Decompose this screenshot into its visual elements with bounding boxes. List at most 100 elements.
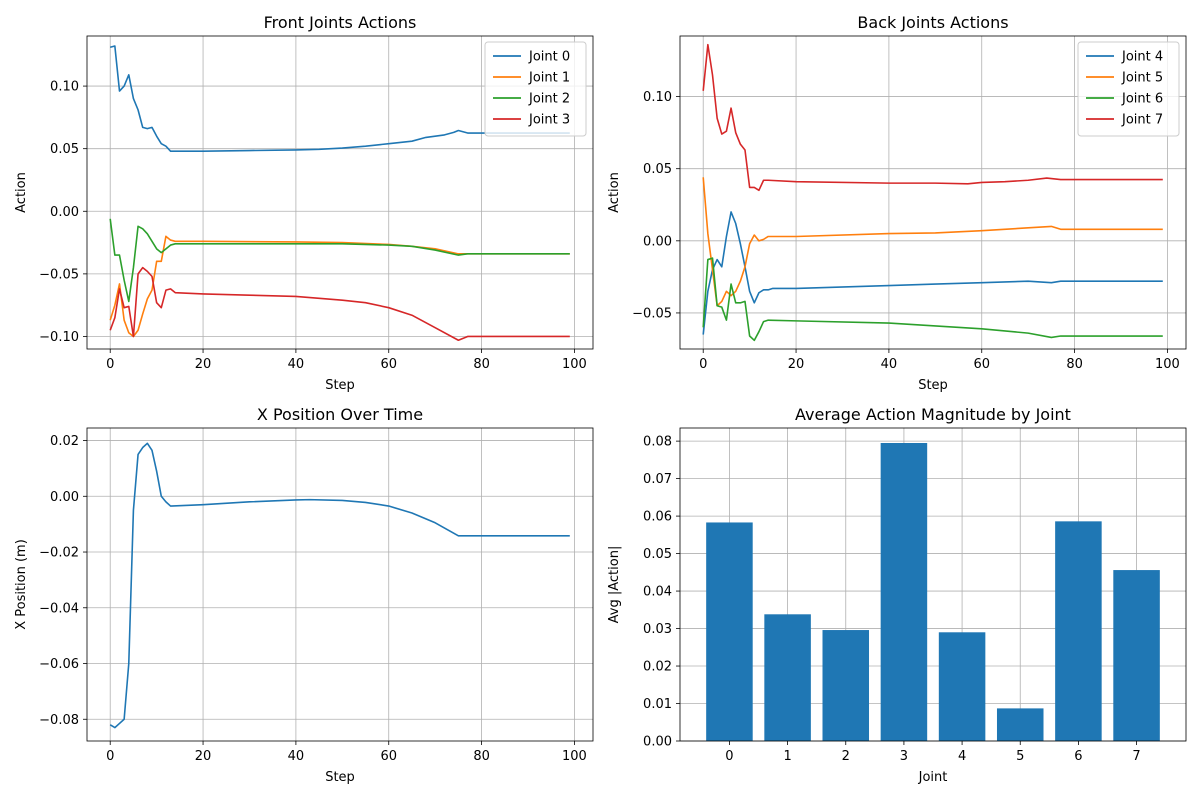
x-tick-label: 3: [900, 749, 908, 764]
chart-title: X Position Over Time: [257, 405, 423, 424]
x-tick-label: 80: [473, 357, 490, 372]
y-tick-label: −0.08: [39, 713, 79, 728]
x-tick-label: 40: [288, 749, 305, 764]
legend: Joint 4 Joint 5 Joint 6 Joint 7: [1077, 41, 1180, 137]
x-tick-label: 60: [380, 357, 397, 372]
x-axis-label: Step: [325, 378, 355, 393]
y-tick-label: −0.02: [39, 546, 79, 561]
axes-frame: [679, 35, 1187, 350]
series-line-joint-3: [109, 266, 570, 342]
x-tick-label: 20: [788, 357, 805, 372]
chart-panel-3: X Position Over Time 0 20 40 60 80 100 −0.08 −0.…: [14, 405, 594, 785]
legend-label: Joint 3: [528, 113, 570, 128]
x-tick-label: 0: [106, 357, 114, 372]
legend-frame: [1077, 41, 1180, 137]
y-tick-label: 0.05: [643, 547, 672, 562]
chart-title: Front Joints Actions: [264, 13, 417, 32]
y-axis-label: Action: [14, 172, 29, 213]
x-axis-label: Joint: [918, 770, 948, 785]
y-tick-label: 0.05: [643, 162, 672, 177]
x-tick-label: 0: [106, 749, 114, 764]
y-tick-label: −0.10: [39, 330, 79, 345]
series-line-x-position: [109, 442, 570, 729]
y-tick-label: 0.07: [643, 472, 672, 487]
y-axis-label: Avg |Action|: [607, 546, 622, 624]
bar-joint-1: [764, 614, 811, 741]
bar-joint-6: [1055, 521, 1102, 741]
x-tick-label: 4: [958, 749, 966, 764]
legend-label: Joint 0: [528, 50, 570, 65]
x-tick-label: 40: [881, 357, 898, 372]
series-line-joint-2: [109, 218, 570, 303]
chart-panel-4: Average Action Magnitude by Joint 0 1 2 3 4 5 6…: [607, 405, 1187, 785]
grid-lines: [87, 36, 593, 349]
legend-label: Joint 2: [528, 92, 570, 107]
x-tick-label: 20: [195, 749, 212, 764]
chart-panel-2: Back Joints Actions 0 20 40 60 80 100 −0.05 0.00…: [607, 13, 1187, 393]
x-tick-label: 60: [380, 749, 397, 764]
bar-joint-7: [1113, 570, 1160, 741]
x-tick-label: 80: [473, 749, 490, 764]
x-tick-label: 40: [288, 357, 305, 372]
axes-frame: [86, 35, 594, 350]
x-tick-label: 2: [842, 749, 850, 764]
y-tick-label: 0.02: [50, 434, 79, 449]
y-tick-label: −0.06: [39, 657, 79, 672]
axes-frame: [679, 427, 1187, 742]
y-tick-label: −0.05: [39, 267, 79, 282]
bar-joint-4: [938, 632, 986, 741]
x-tick-label: 60: [973, 357, 990, 372]
series-line-joint-0: [110, 45, 570, 152]
y-tick-label: 0.02: [643, 660, 672, 675]
grid-lines: [680, 36, 1186, 349]
x-tick-label: 6: [1074, 749, 1082, 764]
bar-joint-0: [706, 522, 753, 741]
y-tick-label: 0.00: [50, 205, 79, 220]
y-tick-label: 0.00: [50, 490, 79, 505]
bar-joint-2: [822, 630, 870, 741]
x-tick-label: 5: [1016, 749, 1024, 764]
grid-lines: [87, 428, 593, 741]
y-tick-label: −0.04: [39, 601, 79, 616]
legend-label: Joint 7: [1121, 113, 1163, 128]
y-tick-label: 0.00: [643, 234, 672, 249]
legend-label: Joint 6: [1121, 92, 1163, 107]
series-line-joint-4: [702, 211, 1163, 335]
x-tick-label: 1: [783, 749, 791, 764]
chart-title: Average Action Magnitude by Joint: [795, 405, 1071, 424]
series-line-joint-5: [702, 177, 1163, 307]
legend-label: Joint 4: [1121, 50, 1163, 65]
y-tick-label: 0.10: [643, 90, 672, 105]
x-tick-label: 100: [1155, 357, 1180, 372]
y-tick-label: 0.00: [643, 735, 672, 750]
x-tick-label: 100: [562, 357, 587, 372]
legend: Joint 0 Joint 1 Joint 2 Joint 3: [484, 41, 587, 137]
series-line-joint-6: [702, 257, 1163, 342]
x-tick-label: 80: [1066, 357, 1083, 372]
y-tick-label: 0.04: [643, 585, 672, 600]
y-tick-label: −0.05: [632, 306, 672, 321]
legend-label: Joint 1: [528, 71, 570, 86]
legend-label: Joint 5: [1121, 71, 1163, 86]
chart-panel-1: Front Joints Actions 0 20 40 60 80 100 −0.10 −0.…: [14, 13, 594, 393]
y-tick-label: 0.03: [643, 622, 672, 637]
y-tick-label: 0.08: [643, 435, 672, 450]
y-axis-label: Action: [607, 172, 622, 213]
x-tick-label: 7: [1132, 749, 1140, 764]
y-tick-label: 0.06: [643, 510, 672, 525]
series-line-joint-7: [702, 43, 1163, 192]
chart-title: Back Joints Actions: [857, 13, 1008, 32]
x-axis-label: Step: [325, 770, 355, 785]
axes-frame: [86, 427, 594, 742]
bar-joint-3: [880, 442, 928, 741]
x-tick-label: 0: [699, 357, 707, 372]
x-axis-label: Step: [918, 378, 948, 393]
bar-joint-5: [996, 708, 1044, 741]
x-tick-label: 100: [562, 749, 587, 764]
y-axis-label: X Position (m): [14, 539, 29, 630]
y-tick-label: 0.10: [50, 80, 79, 95]
x-tick-label: 0: [725, 749, 733, 764]
legend-frame: [484, 41, 587, 137]
y-tick-label: 0.05: [50, 142, 79, 157]
